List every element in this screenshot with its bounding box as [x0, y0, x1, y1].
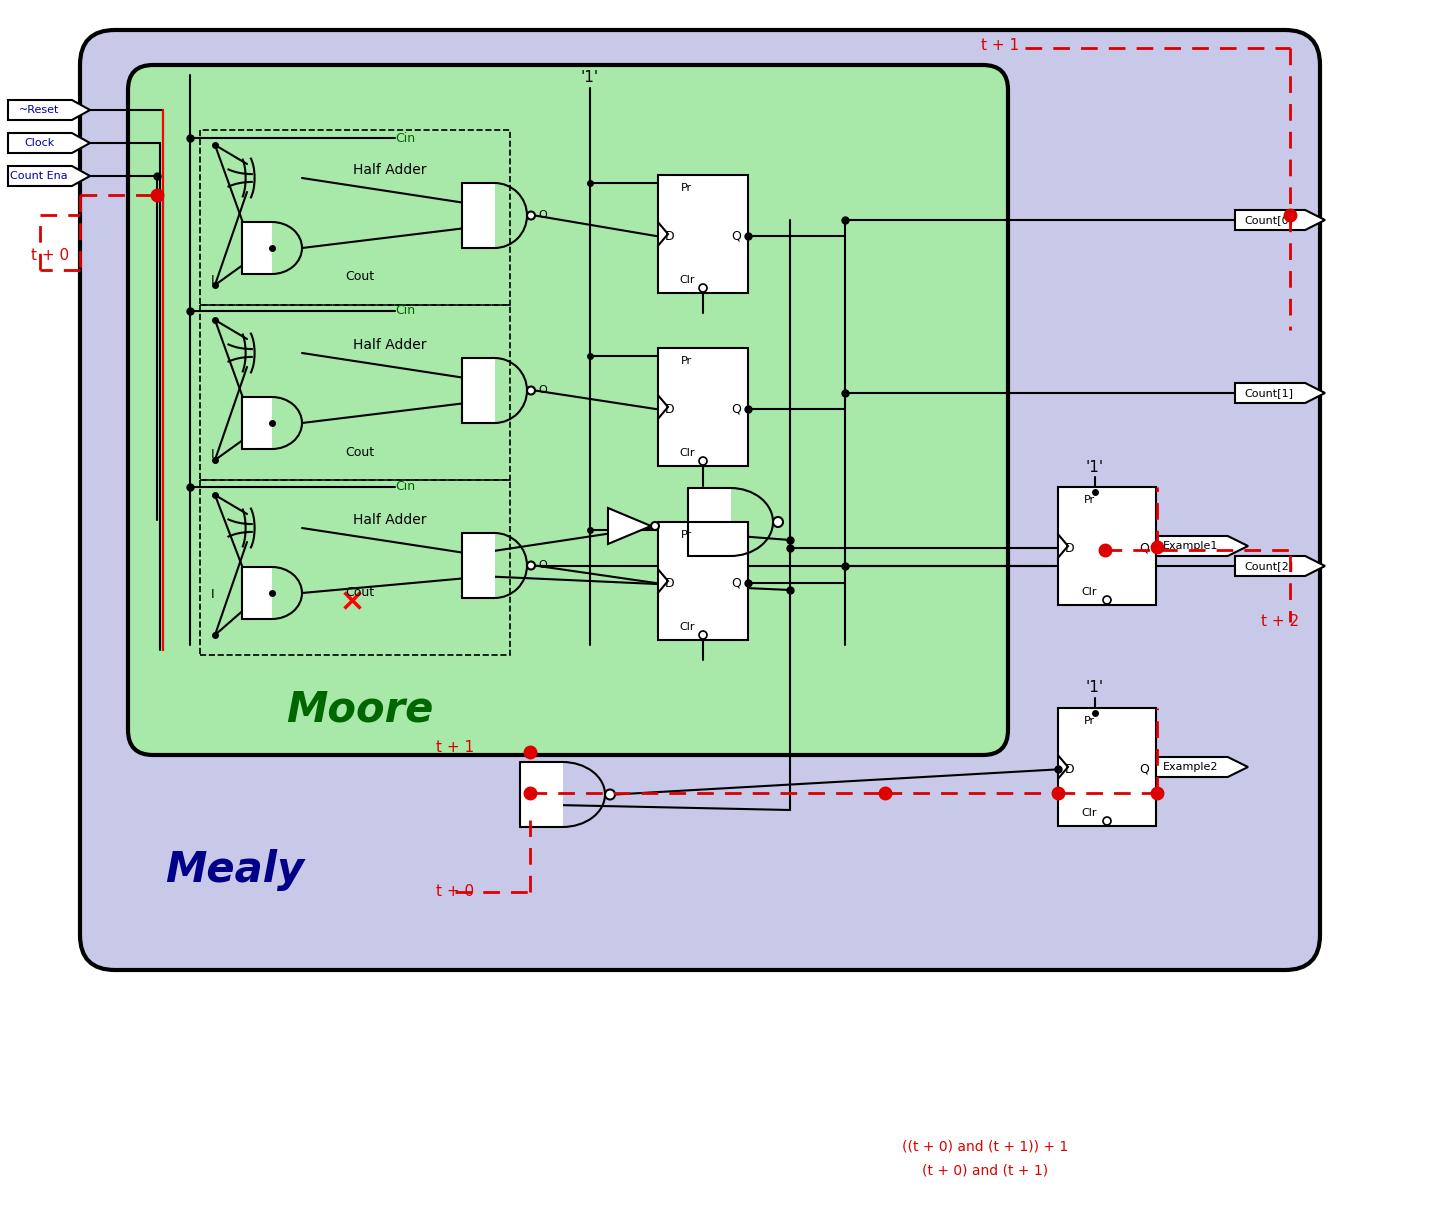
Text: D: D [664, 577, 674, 590]
Text: Clock: Clock [24, 138, 54, 149]
Bar [242, 567, 272, 618]
Text: Pr: Pr [682, 530, 692, 540]
Circle shape [527, 211, 536, 220]
Polygon shape [1234, 383, 1325, 403]
Text: Pr: Pr [1084, 495, 1095, 505]
Text: Pr: Pr [682, 356, 692, 366]
Circle shape [773, 517, 783, 527]
Text: Q: Q [732, 230, 740, 243]
Text: D: D [664, 230, 674, 243]
Bar [242, 222, 272, 274]
Circle shape [527, 562, 536, 569]
Polygon shape [1234, 556, 1325, 576]
Bar [657, 348, 748, 466]
Bar [657, 522, 748, 640]
Text: O: O [538, 561, 547, 570]
Circle shape [527, 387, 536, 395]
Text: Mealy: Mealy [166, 849, 305, 892]
Bar [1058, 708, 1156, 826]
Bar [657, 175, 748, 294]
Text: t + 0: t + 0 [435, 884, 474, 900]
Circle shape [652, 522, 659, 530]
Text: O: O [538, 210, 547, 220]
Circle shape [1103, 596, 1111, 604]
Text: Q: Q [732, 402, 740, 416]
Circle shape [699, 284, 707, 292]
Text: D: D [1065, 763, 1074, 776]
Polygon shape [9, 100, 90, 120]
Text: Pr: Pr [1084, 716, 1095, 726]
Text: Clr: Clr [679, 448, 695, 458]
Text: '1': '1' [1085, 459, 1104, 475]
Text: Half Adder: Half Adder [354, 338, 427, 352]
Bar [687, 488, 730, 556]
Text: ~Reset: ~Reset [19, 105, 59, 115]
Text: Half Adder: Half Adder [354, 513, 427, 527]
Text: Count[1]: Count[1] [1244, 388, 1293, 397]
Text: (t + 0) and (t + 1): (t + 0) and (t + 1) [922, 1163, 1048, 1177]
Bar [520, 762, 563, 827]
Text: t + 0: t + 0 [32, 248, 69, 262]
Text: Q: Q [1138, 542, 1148, 554]
Polygon shape [1234, 210, 1325, 230]
Polygon shape [248, 503, 294, 554]
Text: Cin: Cin [395, 481, 415, 494]
Polygon shape [1156, 757, 1249, 777]
Text: Clr: Clr [1081, 808, 1097, 818]
Circle shape [1103, 817, 1111, 825]
Polygon shape [248, 152, 294, 204]
Text: I: I [211, 588, 215, 602]
Polygon shape [9, 165, 90, 186]
Polygon shape [9, 133, 90, 153]
Text: I: I [211, 448, 215, 461]
FancyBboxPatch shape [127, 65, 1008, 755]
Text: Cin: Cin [395, 132, 415, 145]
Text: Half Adder: Half Adder [354, 163, 427, 178]
Text: D: D [1065, 542, 1074, 554]
Polygon shape [1156, 536, 1249, 556]
Text: Example1: Example1 [1163, 541, 1219, 551]
Text: ((t + 0) and (t + 1)) + 1: ((t + 0) and (t + 1)) + 1 [902, 1140, 1068, 1154]
Text: Count[0]: Count[0] [1244, 215, 1293, 225]
Bar [463, 358, 494, 423]
Text: Clr: Clr [679, 622, 695, 632]
Text: t + 2: t + 2 [1262, 615, 1299, 629]
Text: '1': '1' [1085, 680, 1104, 696]
Bar [200, 304, 510, 480]
Text: t + 1: t + 1 [981, 37, 1020, 52]
Bar [463, 533, 494, 598]
Text: Moore: Moore [286, 689, 434, 731]
Bar [242, 397, 272, 449]
Polygon shape [248, 327, 294, 379]
Text: Cin: Cin [395, 304, 415, 318]
Text: Q: Q [1138, 763, 1148, 776]
Text: O: O [538, 385, 547, 395]
Text: Cout: Cout [345, 586, 375, 598]
Polygon shape [609, 509, 652, 544]
Text: D: D [664, 402, 674, 416]
Bar [1058, 487, 1156, 605]
FancyBboxPatch shape [80, 30, 1320, 970]
Text: I: I [211, 273, 215, 286]
Text: Count[2]: Count[2] [1244, 561, 1293, 571]
Text: Cout: Cout [345, 271, 375, 284]
Circle shape [699, 631, 707, 639]
Text: Q: Q [732, 577, 740, 590]
Circle shape [699, 457, 707, 465]
Text: Clr: Clr [1081, 587, 1097, 597]
Text: Clr: Clr [679, 275, 695, 285]
Text: Cout: Cout [345, 446, 375, 459]
Bar [200, 130, 510, 304]
Bar [200, 480, 510, 655]
Text: t + 1: t + 1 [435, 739, 474, 755]
Text: Example2: Example2 [1163, 762, 1219, 772]
Text: Count Ena: Count Ena [10, 172, 67, 181]
Bar [463, 182, 494, 248]
Text: '1': '1' [581, 70, 599, 86]
Circle shape [604, 790, 614, 800]
Text: Pr: Pr [682, 182, 692, 193]
